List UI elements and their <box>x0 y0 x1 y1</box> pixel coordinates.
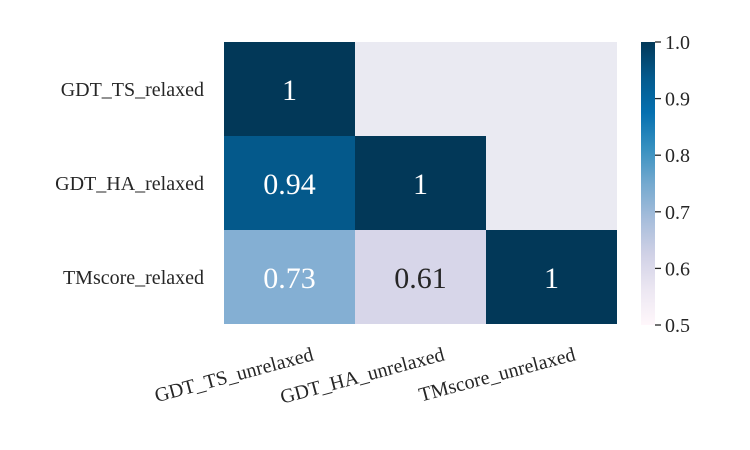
heatmap-cell <box>224 136 355 230</box>
cell-value-label: 0.61 <box>394 262 447 295</box>
colorbar-tick-label: 0.5 <box>665 315 690 337</box>
heatmap-cell <box>355 230 486 324</box>
cell-value-label: 0.73 <box>263 262 316 295</box>
colorbar-tick-label: 0.6 <box>665 258 690 280</box>
heatmap-cells <box>224 42 617 324</box>
column-labels: GDT_TS_unrelaxedGDT_HA_unrelaxedTMscore_… <box>152 344 577 409</box>
heatmap-cell <box>224 42 355 136</box>
colorbar-tick-label: 0.9 <box>665 89 690 111</box>
row-label: TMscore_relaxed <box>63 267 204 289</box>
row-label: GDT_HA_relaxed <box>55 173 204 195</box>
colorbar-tick-label: 1.0 <box>665 32 690 54</box>
colorbar-tick-label: 0.8 <box>665 145 690 167</box>
colorbar-tick-label: 0.7 <box>665 202 690 224</box>
row-label: GDT_TS_relaxed <box>61 79 204 101</box>
heatmap-cell <box>224 230 355 324</box>
cell-value-label: 0.94 <box>263 168 316 201</box>
colorbar-gradient <box>641 42 655 325</box>
cell-value-label: 1 <box>544 262 559 295</box>
colorbar: 0.5 0.6 0.7 0.8 0.9 1.0 <box>641 32 690 337</box>
cell-value-label: 1 <box>413 168 428 201</box>
row-labels: GDT_TS_relaxed GDT_HA_relaxed TMscore_rela… <box>55 79 204 289</box>
cell-value-label: 1 <box>282 74 297 107</box>
heatmap-cell <box>355 136 486 230</box>
heatmap-cell <box>486 230 617 324</box>
cell-annotations: 1 0.94 1 0.73 0.61 1 <box>263 74 559 295</box>
